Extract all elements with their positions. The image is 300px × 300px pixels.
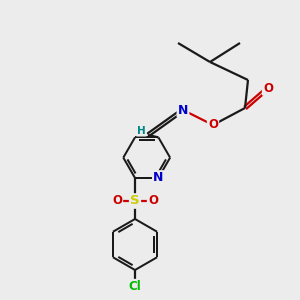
- Text: N: N: [178, 103, 188, 116]
- Text: Cl: Cl: [129, 280, 141, 293]
- Text: S: S: [130, 194, 140, 208]
- Text: N: N: [153, 171, 164, 184]
- Text: O: O: [263, 82, 273, 94]
- Text: H: H: [137, 125, 146, 136]
- Text: O: O: [112, 194, 122, 208]
- Text: O: O: [148, 194, 158, 208]
- Text: O: O: [208, 118, 218, 131]
